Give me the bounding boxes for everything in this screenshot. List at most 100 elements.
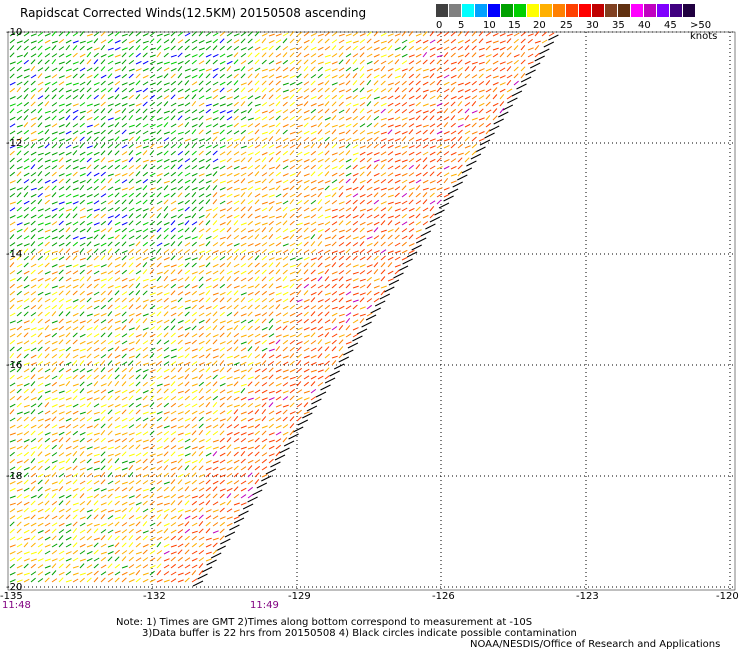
wind-barb [107,285,114,289]
wind-barb [121,444,128,450]
edge-barb [292,426,304,433]
wind-barb [233,486,239,492]
wind-barb [268,39,275,44]
wind-barb [23,52,29,58]
wind-barb [464,81,471,86]
wind-barb [331,137,338,142]
wind-barb [359,171,365,177]
wind-barb [79,304,85,310]
wind-barb [212,292,219,296]
wind-barb [394,269,400,275]
wind-barb [135,388,141,394]
wind-barb [135,444,141,450]
wind-barb [331,290,338,296]
wind-barb [156,495,163,499]
wind-barb [233,431,240,436]
wind-barb [310,59,317,65]
wind-barb [303,179,310,184]
wind-barb [51,257,58,261]
wind-barb [121,535,127,541]
wind-barb [163,558,170,562]
wind-barb [121,501,128,506]
wind-barb [310,311,316,317]
wind-barb [324,200,331,205]
wind-barb [149,193,156,198]
wind-barb [268,453,275,457]
wind-barb [352,152,359,156]
wind-barb [401,109,408,114]
wind-barb [247,199,254,205]
wind-barb [338,235,345,240]
wind-barb [23,396,30,401]
wind-barb [317,53,324,58]
wind-barb [142,411,149,415]
wind-barb [51,250,58,254]
wind-barb [415,109,422,114]
wind-barb [198,473,205,478]
wind-barb [184,361,191,366]
wind-barb [352,108,358,114]
wind-barb [128,87,135,93]
wind-barb [142,390,149,394]
wind-barb [163,264,170,268]
wind-barb [128,269,134,275]
wind-barb [58,46,65,51]
wind-barb [261,227,267,233]
wind-barb [282,361,289,366]
wind-barb [44,368,51,373]
wind-barb [93,514,99,520]
wind-barb [226,466,233,471]
wind-barb [282,298,289,303]
wind-barb [457,157,463,163]
wind-barb [219,353,225,359]
wind-barb [37,73,43,79]
wind-barb [359,115,365,121]
wind-barb [268,297,275,303]
wind-barb [30,80,36,86]
wind-barb [51,201,58,205]
wind-barb [177,115,183,121]
wind-barb [233,446,240,450]
scale-swatch [670,4,682,17]
wind-barb [100,59,106,65]
wind-barb [247,235,254,240]
wind-barb [142,171,149,177]
wind-barb [324,332,330,338]
wind-barb [163,158,170,163]
wind-barb [107,430,113,436]
wind-barb [93,397,100,401]
wind-barb [44,255,50,261]
wind-barb [79,516,86,520]
wind-barb [184,75,191,79]
wind-barb [177,311,183,317]
wind-barb [23,494,30,499]
wind-barb [156,466,163,471]
wind-barb [86,432,93,436]
wind-barb [149,109,156,114]
wind-barb [387,102,394,107]
wind-barb [254,39,261,44]
wind-barb [534,40,541,44]
wind-barb [51,320,58,324]
wind-barb [415,53,422,58]
wind-barb [373,262,379,268]
wind-barb [135,535,142,541]
wind-barb [191,59,197,65]
wind-barb [44,298,51,303]
wind-barb [478,108,484,114]
wind-barb [16,115,23,121]
wind-barb [156,38,162,44]
wind-barb [72,270,79,275]
wind-barb [422,110,429,114]
wind-barb [37,530,44,534]
wind-barb [142,313,149,317]
wind-barb [415,130,422,135]
wind-barb [100,129,106,135]
edge-barb [206,559,217,566]
wind-barb [261,152,268,156]
wind-barb [65,579,72,583]
wind-barb [72,395,78,401]
wind-barb [289,123,296,128]
wind-barb [16,243,23,247]
wind-barb [86,333,93,338]
